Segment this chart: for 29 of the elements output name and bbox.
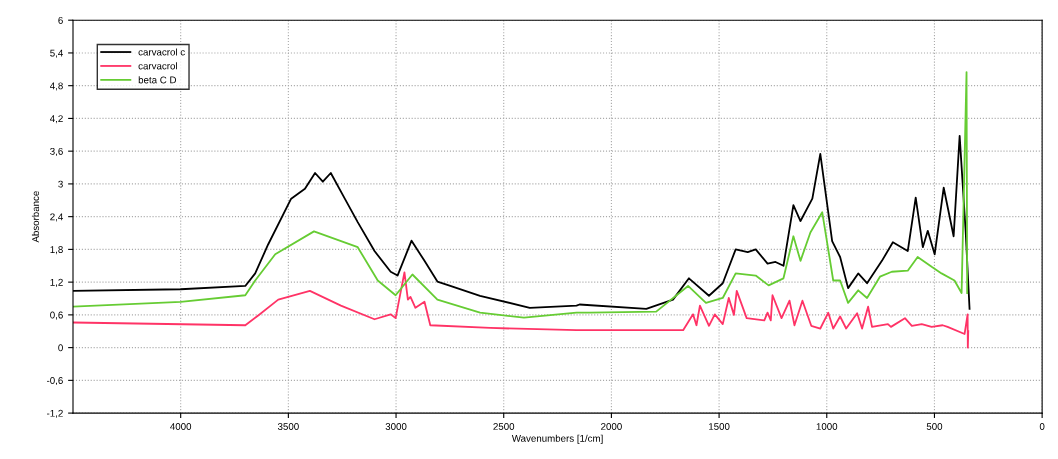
y-tick-label: -0,6 [46,377,63,386]
legend-label: carvacrol c [138,48,185,56]
legend-label: carvacrol [138,62,177,70]
y-tick-label: 1,2 [50,278,63,287]
y-tick-label: 4,2 [49,115,63,124]
y-axis-title: Absorbance [31,191,40,243]
y-tick-label: 1,8 [50,246,63,255]
line-series [73,71,969,319]
y-tick-label: 2,4 [50,213,63,222]
x-tick-label: 2000 [601,423,622,430]
x-tick-label: 0 [1039,423,1045,430]
x-tick-label: 3500 [277,423,299,430]
y-tick-label: 0,6 [50,311,63,320]
x-tick-label: 2500 [493,423,515,430]
legend-label: beta C D [138,76,177,84]
x-axis-title: Wavenumbers [1/cm] [511,434,603,444]
x-tick-label: 4000 [170,423,192,430]
line-series [73,271,970,349]
y-tick-label: 3 [58,180,63,188]
y-tick-label: 6 [58,16,63,24]
y-tick-label: 5,4 [50,49,63,58]
y-tick-label: 4,8 [49,82,63,91]
y-tick-label: 3,6 [50,147,63,156]
x-tick-label: 3000 [385,423,407,430]
y-tick-label: -1,2 [46,409,63,418]
x-tick-label: 500 [926,423,943,430]
x-tick-label: 1000 [816,423,838,430]
x-tick-label: 1500 [709,423,730,430]
y-tick-label: 0 [58,344,63,352]
